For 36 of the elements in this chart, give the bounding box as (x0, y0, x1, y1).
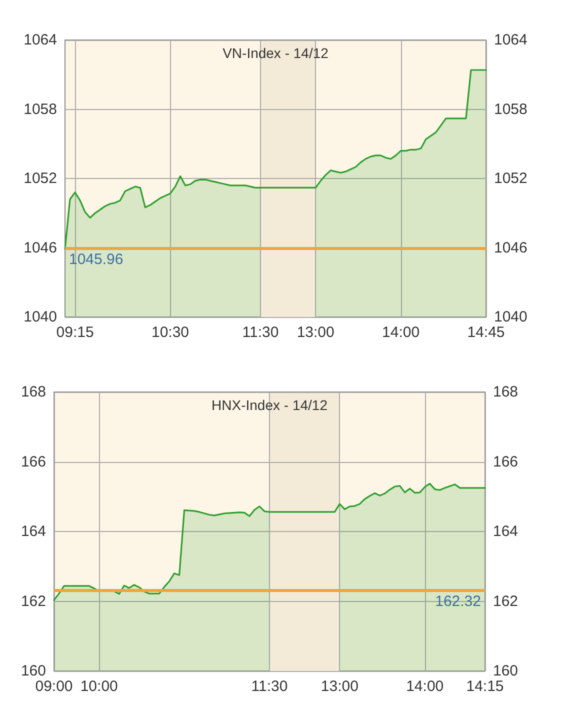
y2-tick-label: 166 (493, 453, 518, 470)
x-tick-label: 13:00 (296, 324, 334, 341)
y-tick-label: 1040 (24, 308, 57, 326)
y2-tick-label: 1046 (494, 239, 528, 256)
chart-title: VN-Index - 14/12 (222, 45, 329, 61)
y-tick-label: 162 (20, 592, 46, 610)
x-tick-label: 10:30 (151, 324, 190, 341)
x-tick-label: 09:00 (35, 678, 73, 695)
x-tick-label: 09:15 (56, 324, 94, 341)
y-tick-label: 168 (20, 384, 46, 400)
x-tick-label: 10:00 (80, 678, 118, 695)
y-tick-label: 1058 (24, 100, 57, 118)
y2-tick-label: 160 (493, 662, 518, 680)
x-tick-label: 13:00 (320, 678, 358, 695)
y2-tick-label: 1040 (494, 308, 528, 326)
x-tick-label: 11:30 (251, 678, 288, 695)
x-tick-label: 14:00 (382, 324, 420, 341)
y2-tick-label: 164 (493, 523, 518, 540)
y-tick-label: 166 (20, 453, 46, 470)
chart-title: HNX-Index - 14/12 (212, 397, 328, 413)
y-tick-label: 164 (20, 523, 46, 540)
y2-tick-label: 168 (493, 384, 518, 400)
y-tick-label: 1046 (24, 239, 57, 256)
x-tick-label: 14:45 (467, 324, 505, 341)
y-tick-label: 1052 (24, 170, 57, 187)
x-tick-label: 14:15 (466, 678, 504, 695)
y2-tick-label: 1064 (494, 32, 528, 48)
y2-tick-label: 1058 (494, 100, 528, 118)
y2-tick-label: 162 (493, 592, 518, 610)
x-tick-label: 14:00 (406, 678, 444, 695)
y-tick-label: 160 (20, 662, 46, 680)
ref-line-label: 162.32 (435, 593, 481, 610)
y2-tick-label: 1052 (494, 170, 528, 187)
x-tick-label: 11:30 (242, 324, 279, 341)
ref-line-label: 1045.96 (69, 251, 124, 268)
y-tick-label: 1064 (24, 32, 57, 48)
